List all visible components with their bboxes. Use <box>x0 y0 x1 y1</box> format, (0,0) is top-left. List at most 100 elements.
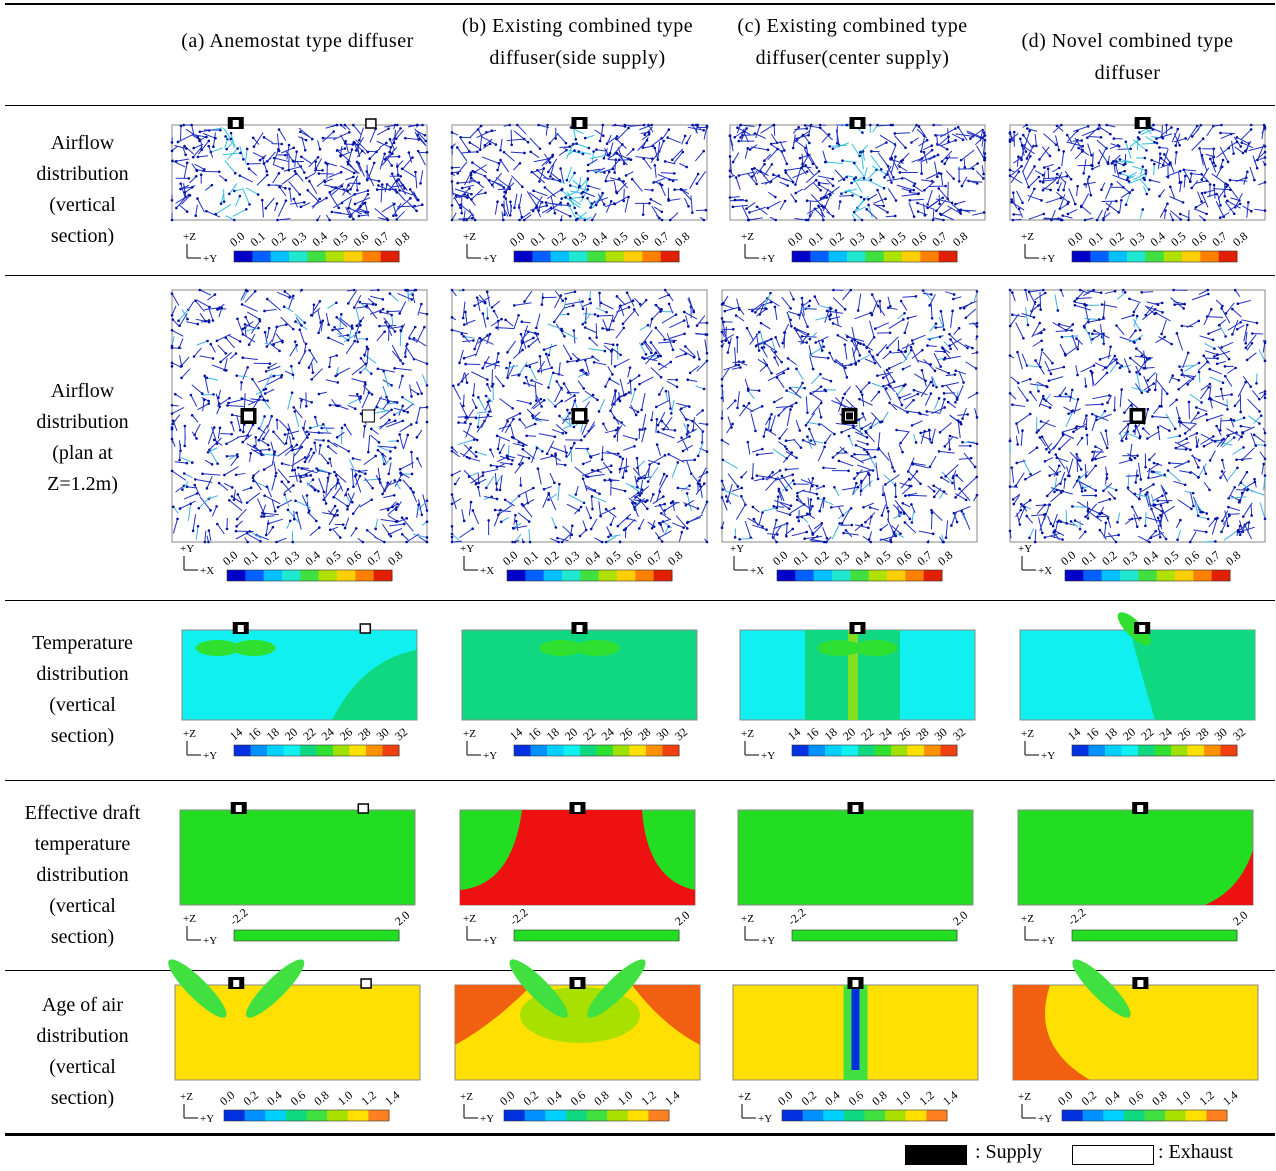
arrow-head <box>486 317 489 320</box>
colorbar-label: 0.8 <box>385 548 405 568</box>
colorbar-label: 0.4 <box>309 229 329 249</box>
arrow-head <box>683 319 686 322</box>
arrow-head <box>387 219 390 222</box>
arrow-head <box>416 124 419 127</box>
arrow-head <box>782 372 785 375</box>
arrow-head <box>761 448 764 451</box>
arrow-head <box>748 211 751 214</box>
arrow-head <box>245 208 248 211</box>
arrow-head <box>894 484 897 487</box>
colorbar-label: 26 <box>337 725 355 743</box>
arrow-head <box>391 506 394 509</box>
colorbar-segment <box>326 251 345 262</box>
arrow-head <box>304 461 307 464</box>
arrow-head <box>592 150 595 153</box>
arrow-head <box>765 308 768 311</box>
arrow-head <box>505 367 508 370</box>
arrow-head <box>853 162 856 165</box>
arrow-head <box>327 462 330 465</box>
arrow-head <box>505 191 508 194</box>
arrow-head <box>785 457 788 460</box>
arrow-head <box>284 187 287 190</box>
arrow-head <box>352 124 355 127</box>
arrow-head <box>528 520 531 523</box>
arrow-head <box>859 342 862 345</box>
arrow-head <box>864 521 867 524</box>
arrow-head <box>721 385 724 388</box>
arrow-head <box>949 435 952 438</box>
arrow-head <box>396 124 399 127</box>
arrow-head <box>832 147 835 150</box>
arrow-head <box>241 397 244 400</box>
arrow-head <box>276 419 279 422</box>
page: (a) Anemostat type diffuser (b) Existing… <box>0 0 1276 1171</box>
arrow-head <box>560 387 563 390</box>
arrow-head <box>457 383 460 386</box>
arrow-head <box>625 174 628 177</box>
arrow-head <box>461 187 464 190</box>
arrow-head <box>683 332 686 335</box>
arrow-head <box>845 529 848 532</box>
arrow-head <box>686 378 689 381</box>
arrow-head <box>857 309 860 312</box>
arrow-head <box>312 371 315 374</box>
flow-arrow <box>895 133 910 134</box>
arrow-head <box>236 453 239 456</box>
arrow-head <box>655 304 658 307</box>
arrow-head <box>263 415 266 418</box>
arrow-head <box>420 392 423 395</box>
arrow-head <box>775 219 778 222</box>
arrow-head <box>661 211 664 214</box>
arrow-head <box>756 205 759 208</box>
arrow-head <box>927 541 930 544</box>
arrow-head <box>393 479 396 482</box>
arrow-head <box>410 395 413 398</box>
arrow-head <box>776 533 779 536</box>
arrow-head <box>417 150 420 153</box>
arrow-head <box>529 365 532 368</box>
arrow-head <box>333 471 336 474</box>
arrow-head <box>469 446 472 449</box>
arrow-head <box>236 147 239 150</box>
arrow-head <box>856 472 859 475</box>
arrow-head <box>898 165 901 168</box>
arrow-head <box>785 389 788 392</box>
arrow-head <box>610 350 613 353</box>
arrow-head <box>610 471 613 474</box>
arrow-head <box>506 351 509 354</box>
arrow-head <box>721 303 724 306</box>
colorbar-label: 24 <box>319 725 337 743</box>
colorbar-segment <box>344 251 363 262</box>
arrow-head <box>262 438 265 441</box>
arrow-head <box>266 298 269 301</box>
arrow-head <box>756 474 759 477</box>
arrow-head <box>976 322 979 325</box>
arrow-head <box>754 430 757 433</box>
arrow-head <box>959 421 962 424</box>
arrow-head <box>534 423 537 426</box>
arrow-head <box>518 418 521 421</box>
arrow-head <box>807 134 810 137</box>
arrow-head <box>545 204 548 207</box>
arrow-head <box>285 442 288 445</box>
arrow-head <box>331 329 334 332</box>
arrow-head <box>278 128 281 131</box>
arrow-head <box>266 485 269 488</box>
colorbar-label: 0.8 <box>591 1088 611 1108</box>
arrow-head <box>476 439 479 442</box>
arrow-head <box>339 155 342 158</box>
arrow-head <box>642 213 645 216</box>
colorbar-segment <box>234 930 400 941</box>
arrow-head <box>595 336 598 339</box>
arrow-head <box>489 143 492 146</box>
arrow-head <box>370 498 373 501</box>
arrow-head <box>335 474 338 477</box>
arrow-head <box>617 426 620 429</box>
arrow-head <box>561 329 564 332</box>
arrow-head <box>926 139 929 142</box>
arrow-head <box>529 402 532 405</box>
arrow-head <box>213 426 216 429</box>
arrow-head <box>373 162 376 165</box>
arrow-head <box>947 401 950 404</box>
arrow-head <box>810 439 813 442</box>
